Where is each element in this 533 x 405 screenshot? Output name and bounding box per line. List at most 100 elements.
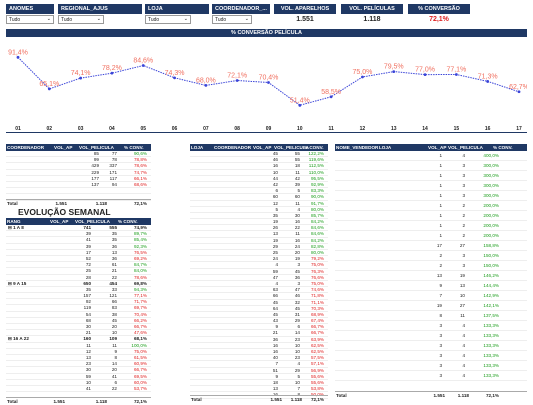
table-row[interactable]: 4 3 75,0% — [190, 262, 328, 269]
data-point[interactable] — [392, 70, 396, 73]
table-row[interactable]: 44 42 95,5% — [190, 176, 328, 182]
data-point[interactable] — [298, 103, 302, 107]
table-row[interactable]: 13 11 84,6% — [190, 231, 328, 238]
table-row[interactable]: 92 66 71,7% — [6, 299, 151, 306]
column-header[interactable]: % CONV. — [304, 145, 324, 150]
table-row[interactable]: ⊟ 9 A 15 650 454 69,8% — [6, 281, 151, 287]
table-row[interactable]: 59 41 69,5% — [6, 374, 151, 380]
data-point[interactable] — [423, 73, 427, 76]
table-row[interactable]: ⊟ 16 A 22 160 109 68,1% — [6, 336, 151, 343]
column-header[interactable]: % CONV. — [493, 145, 513, 150]
table-row[interactable]: 39 35 89,7% — [6, 231, 151, 238]
table-row[interactable]: 52 36 69,2% — [6, 256, 151, 263]
column-header[interactable]: RANG — [7, 219, 21, 224]
data-point[interactable] — [47, 87, 51, 91]
data-point[interactable] — [486, 80, 490, 83]
filter-loja-select[interactable]: Tudo ⌄ — [145, 15, 191, 24]
table-row[interactable]: 13 7 53,8% — [190, 386, 328, 393]
table-row[interactable]: 229 171 74,7% — [6, 170, 151, 176]
table-row[interactable]: 16 8 50,0% — [190, 392, 328, 399]
data-point[interactable] — [204, 84, 208, 87]
column-header[interactable]: VOL_PELICULA — [448, 145, 483, 150]
data-point[interactable] — [173, 76, 176, 80]
table-row[interactable]: 63 47 74,6% — [190, 287, 328, 294]
table-row[interactable]: 137 94 68,6% — [6, 182, 151, 189]
table-row[interactable]: 1 2 200,0% — [335, 201, 527, 211]
table-row[interactable]: 1 4 400,0% — [335, 151, 527, 161]
table-row[interactable]: 1 2 200,0% — [335, 231, 527, 241]
column-header[interactable]: VOL_PELICULA — [79, 145, 114, 150]
table-row[interactable]: 5 4 80,0% — [190, 207, 328, 213]
table-row[interactable]: 3 4 133,3% — [335, 331, 527, 341]
table-row[interactable]: 66 46 71,8% — [190, 293, 328, 300]
table-row[interactable]: 1 3 300,0% — [335, 171, 527, 181]
table-row[interactable]: 10 11 110,0% — [190, 170, 328, 176]
column-header[interactable]: LOJA — [379, 145, 392, 150]
data-point[interactable] — [267, 81, 270, 84]
table-row[interactable]: 39 36 92,3% — [6, 244, 151, 250]
column-header[interactable]: COORDENADOR — [7, 145, 45, 150]
table-row[interactable]: 177 117 66,1% — [6, 176, 151, 182]
table-row[interactable]: 45 32 71,1% — [190, 300, 328, 306]
table-row[interactable]: 51 29 56,9% — [190, 368, 328, 374]
table-row[interactable]: 45 55 122,2% — [190, 151, 328, 158]
table-row[interactable]: 429 337 78,6% — [6, 163, 151, 170]
table-row[interactable]: 10 6 60,0% — [6, 380, 151, 386]
table-row[interactable]: 24 19 79,2% — [190, 256, 328, 263]
table-row[interactable]: 30 20 66,7% — [6, 367, 151, 374]
table-row[interactable]: 85 77 90,6% — [6, 151, 151, 158]
column-header[interactable]: LOJA — [191, 145, 204, 150]
data-point[interactable] — [517, 90, 521, 94]
column-header[interactable]: VOL_AP — [50, 219, 69, 224]
table-row[interactable]: 1 3 300,0% — [335, 191, 527, 201]
data-point[interactable] — [454, 73, 458, 76]
table-row[interactable]: 3 4 133,3% — [335, 341, 527, 351]
column-header[interactable]: VOL_AP — [54, 145, 73, 150]
table-row[interactable]: 18 10 55,6% — [190, 380, 328, 387]
column-header[interactable]: % CONV. — [118, 219, 138, 224]
table-row[interactable]: 1 3 300,0% — [335, 161, 527, 171]
table-row[interactable]: 19 16 84,2% — [190, 238, 328, 244]
table-row[interactable]: 4 3 75,0% — [190, 281, 328, 288]
table-row[interactable]: 47 36 76,6% — [190, 275, 328, 281]
table-row[interactable]: 3 4 133,3% — [335, 371, 527, 381]
table-row[interactable]: 21 14 66,7% — [190, 330, 328, 337]
table-row[interactable]: 26 22 84,6% — [190, 225, 328, 232]
table-row[interactable]: 6 5 83,3% — [190, 188, 328, 195]
table-row[interactable]: 35 30 85,7% — [190, 213, 328, 220]
table-row[interactable]: 29 24 82,8% — [190, 244, 328, 250]
table-row[interactable]: 1 2 200,0% — [335, 211, 527, 221]
data-point[interactable] — [235, 79, 239, 82]
table-row[interactable]: 13 8 61,5% — [6, 355, 151, 362]
table-row[interactable]: 16 18 112,5% — [190, 163, 328, 170]
table-row[interactable]: 12 11 91,7% — [190, 201, 328, 207]
data-point[interactable] — [16, 55, 20, 59]
column-header[interactable]: % CONV. — [124, 145, 144, 150]
table-row[interactable]: 35 33 94,3% — [6, 287, 151, 294]
table-row[interactable]: ⊟ 1 A 8 741 555 74,9% — [6, 225, 151, 232]
data-point[interactable] — [329, 95, 333, 99]
table-row[interactable]: 21 10 47,6% — [6, 330, 151, 337]
table-row[interactable]: 54 38 70,4% — [6, 312, 151, 318]
table-row[interactable]: 1 2 200,0% — [335, 221, 527, 231]
table-row[interactable]: 41 22 53,7% — [6, 386, 151, 393]
table-row[interactable]: 45 31 68,9% — [190, 312, 328, 319]
table-row[interactable]: 2 3 150,0% — [335, 251, 527, 261]
table-row[interactable]: 1 3 300,0% — [335, 181, 527, 191]
table-row[interactable]: 9 5 55,6% — [190, 374, 328, 380]
table-row[interactable]: 60 60 90,0% — [190, 194, 328, 201]
table-row[interactable]: 9 13 144,4% — [335, 281, 527, 291]
table-row[interactable]: 46 55 119,6% — [190, 157, 328, 164]
table-row[interactable]: 8 11 137,5% — [335, 311, 527, 321]
table-row[interactable]: 59 45 76,3% — [190, 269, 328, 275]
data-point[interactable] — [361, 75, 364, 79]
table-row[interactable]: 19 27 142,1% — [335, 301, 527, 311]
table-row[interactable]: 3 4 133,3% — [335, 361, 527, 371]
table-row[interactable]: 17 27 158,8% — [335, 241, 527, 251]
filter-coordenador-select[interactable]: Tudo ⌄ — [212, 15, 252, 24]
table-row[interactable]: 16 10 62,5% — [190, 343, 328, 349]
table-row[interactable]: 3 4 133,3% — [335, 321, 527, 331]
table-row[interactable]: 7 10 142,9% — [335, 291, 527, 301]
column-header[interactable]: VOL_AP — [428, 145, 447, 150]
table-row[interactable]: 25 21 84,0% — [6, 268, 151, 275]
